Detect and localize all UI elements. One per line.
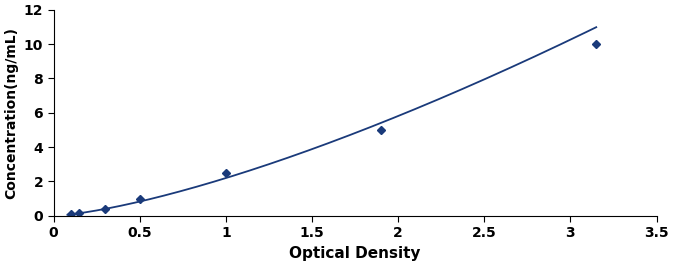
X-axis label: Optical Density: Optical Density [289, 246, 421, 261]
Y-axis label: Concentration(ng/mL): Concentration(ng/mL) [4, 27, 18, 199]
